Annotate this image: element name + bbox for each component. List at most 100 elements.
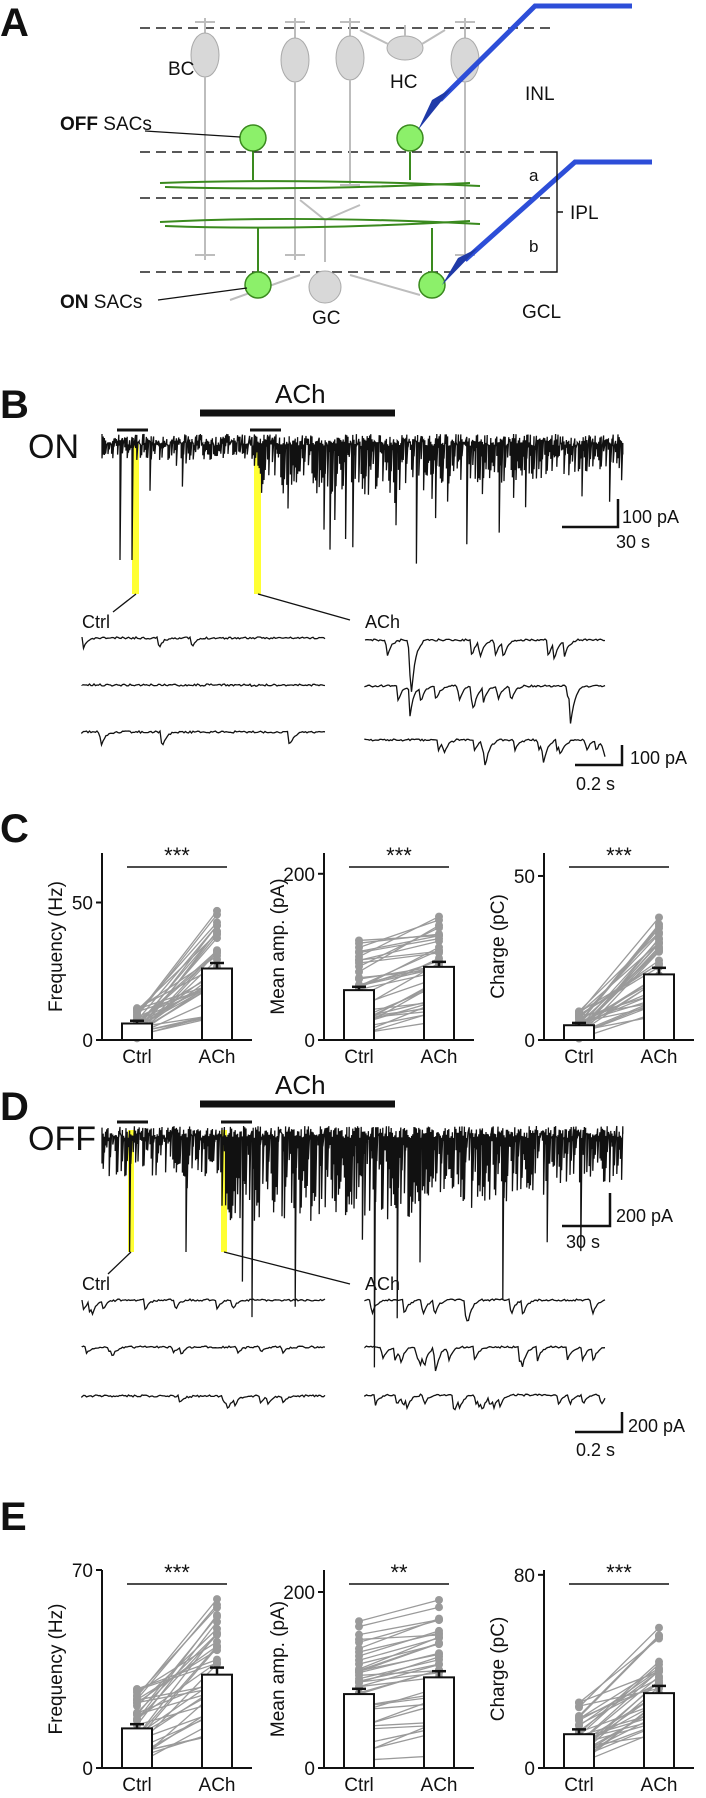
data-point <box>133 1692 141 1701</box>
inset-scale-time-label: 0.2 s <box>576 774 615 794</box>
y-tick-label: 0 <box>524 1759 535 1780</box>
panel-b-letter: B <box>0 383 29 427</box>
on-condition-label: ON <box>28 428 79 466</box>
scale-time-label: 30 s <box>566 1232 600 1252</box>
paired-line <box>136 930 218 1037</box>
x-tick-label: ACh <box>641 1775 678 1796</box>
scale-time-label: 30 s <box>616 532 650 552</box>
paired-line <box>136 1621 218 1726</box>
inset-trace <box>364 738 606 766</box>
data-point <box>133 1698 141 1707</box>
data-point <box>213 1600 221 1609</box>
data-point <box>213 1595 221 1604</box>
off-sac-current-trace <box>101 1125 624 1368</box>
on-sacs <box>159 217 481 299</box>
y-tick-label: 70 <box>72 1561 93 1582</box>
scale-bar <box>562 1193 612 1228</box>
y-axis-label: Charge (pC) <box>488 894 509 999</box>
data-point <box>133 1714 141 1723</box>
y-axis-label: Mean amp. (pA) <box>268 878 289 1014</box>
off-sacs <box>159 124 481 190</box>
y-axis-label: Frequency (Hz) <box>46 881 67 1012</box>
y-axis-label: Frequency (Hz) <box>46 1604 67 1735</box>
paired-line <box>358 1634 440 1641</box>
off-sacs-label: OFF SACs <box>60 114 152 135</box>
data-point <box>213 1624 221 1633</box>
data-point <box>355 1666 363 1675</box>
paired-line <box>578 1667 660 1720</box>
paired-line <box>578 1637 660 1704</box>
x-tick-label: Ctrl <box>344 1775 374 1796</box>
panel-e: E Ctrl ACh 0 70 Frequency (Hz) *** Ctrl ACh 0 200… <box>0 1495 694 1796</box>
data-point <box>655 959 663 968</box>
inl-label: INL <box>525 84 555 105</box>
x-tick-label: ACh <box>199 1775 236 1796</box>
gc-label: GC <box>312 308 341 329</box>
data-point <box>355 1617 363 1626</box>
data-point <box>435 947 443 956</box>
y-axis-label: Mean amp. (pA) <box>268 1601 289 1737</box>
panel-a: A <box>0 1 652 329</box>
data-point <box>213 927 221 936</box>
data-point <box>655 913 663 922</box>
inset-scale-bar <box>575 1412 624 1434</box>
data-point <box>355 975 363 984</box>
data-point <box>435 1603 443 1612</box>
bar-ach <box>423 965 455 1042</box>
inset-trace <box>364 638 606 692</box>
data-point <box>133 1005 141 1014</box>
inset-trace <box>81 1298 326 1317</box>
data-point <box>213 1612 221 1621</box>
paired-line <box>136 952 218 1025</box>
data-point <box>213 955 221 964</box>
inset-trace <box>81 635 326 651</box>
y-tick-label: 50 <box>514 867 535 888</box>
paired-line <box>358 1606 440 1628</box>
paired-line <box>578 1677 660 1721</box>
inset-scale-bar <box>575 745 624 767</box>
y-tick-label: 0 <box>304 1759 315 1780</box>
bar-ctrl <box>563 1733 595 1769</box>
data-point <box>355 936 363 945</box>
panel-d: D OFF ACh 30 s 200 pA Ctrl ACh 200 pA 0.… <box>0 1070 685 1460</box>
paired-line <box>136 931 218 1027</box>
panel-e-charts: Ctrl ACh 0 70 Frequency (Hz) *** Ctrl ACh 0 200Me… <box>46 1560 694 1796</box>
paired-line <box>358 1619 440 1636</box>
data-point <box>655 922 663 931</box>
paired-line <box>358 1599 440 1622</box>
y-tick-label: 50 <box>72 894 93 915</box>
inset-traces <box>81 635 606 766</box>
y-tick-label: 200 <box>283 865 315 886</box>
data-point <box>655 1665 663 1674</box>
y-tick-label: 0 <box>524 1031 535 1052</box>
bar-ach <box>643 973 675 1042</box>
paired-line <box>358 938 440 954</box>
sublamina-a-label: a <box>529 166 539 185</box>
x-tick-label: ACh <box>421 1775 458 1796</box>
x-tick-label: Ctrl <box>564 1775 594 1796</box>
bar-ctrl <box>343 1693 375 1769</box>
y-axis-label: Charge (pC) <box>488 1617 509 1722</box>
significance-stars: *** <box>606 1560 632 1585</box>
inset-trace <box>364 684 606 724</box>
off-sacs-pointer <box>144 130 241 138</box>
paired-line <box>578 1682 660 1726</box>
paired-line <box>136 1647 218 1741</box>
ach-bar-label: ACh <box>275 379 326 409</box>
panel-b: B ON ACh 30 s 100 pA Ctrl ACh 100 pA 0.2… <box>0 379 687 794</box>
inset-ach-label: ACh <box>365 1274 400 1294</box>
data-point <box>435 921 443 930</box>
paired-line <box>358 919 440 949</box>
ctrl-inset-pointer <box>107 1251 132 1275</box>
recording-electrodes <box>418 3 652 285</box>
panel-e-letter: E <box>0 1495 27 1539</box>
data-point <box>435 1616 443 1625</box>
x-tick-label: Ctrl <box>122 1047 152 1068</box>
y-tick-label: 0 <box>304 1031 315 1052</box>
on-sacs-label: ON SACs <box>60 292 142 313</box>
paired-line <box>358 1636 440 1670</box>
gcl-label: GCL <box>522 302 561 323</box>
off-condition-label: OFF <box>28 1120 96 1158</box>
paired-line <box>358 1669 440 1695</box>
data-point <box>355 955 363 964</box>
